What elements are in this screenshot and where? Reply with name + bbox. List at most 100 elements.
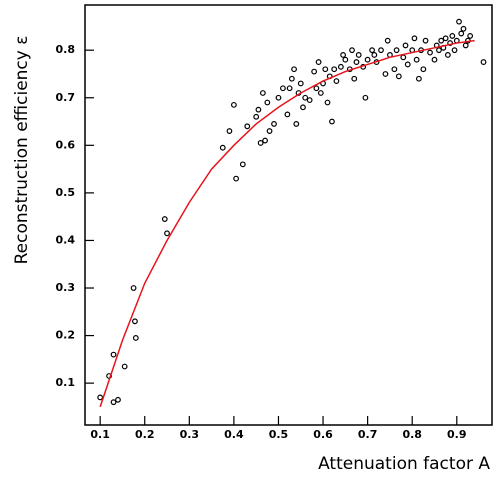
data-point: [300, 104, 306, 111]
data-point: [353, 59, 360, 65]
data-point: [456, 18, 462, 25]
data-point: [266, 128, 273, 134]
data-point: [415, 75, 422, 82]
data-point: [110, 351, 117, 358]
data-point: [384, 37, 391, 44]
data-point: [161, 216, 168, 222]
data-point: [355, 52, 362, 58]
data-point: [311, 68, 318, 75]
data-point: [393, 47, 400, 54]
x-tick-label: 0.5: [269, 428, 289, 441]
y-tick-label: 0.7: [56, 91, 76, 104]
data-point: [315, 59, 322, 65]
y-tick-label: 0.6: [56, 138, 76, 151]
data-point: [438, 37, 445, 44]
data-point: [264, 99, 271, 106]
data-point: [411, 35, 418, 42]
data-point: [427, 49, 433, 56]
data-point: [404, 61, 411, 68]
data-point: [219, 144, 226, 151]
data-point: [391, 66, 398, 73]
data-point: [382, 71, 389, 77]
data-point: [255, 106, 262, 113]
data-point: [121, 363, 128, 370]
data-point: [291, 66, 297, 73]
x-tick-label: 0.8: [402, 428, 422, 441]
data-point: [413, 56, 420, 63]
data-point: [462, 42, 469, 49]
data-point: [280, 85, 286, 92]
data-point: [329, 118, 335, 125]
data-point: [322, 66, 329, 73]
data-point: [451, 47, 458, 54]
data-point: [402, 42, 409, 49]
data-point: [460, 25, 467, 32]
data-point: [420, 66, 427, 73]
data-point: [480, 59, 487, 65]
data-point: [364, 56, 371, 63]
y-tick-label: 0.4: [56, 233, 76, 246]
data-point: [337, 63, 344, 70]
data-point: [313, 85, 320, 92]
data-point: [342, 56, 349, 63]
data-point: [331, 66, 338, 73]
y-tick-label: 0.5: [56, 186, 76, 199]
data-point: [333, 78, 340, 85]
data-point: [130, 285, 137, 291]
data-point: [362, 94, 369, 101]
x-tick-label: 0.4: [224, 428, 244, 441]
data-point: [288, 75, 295, 82]
x-tick-label: 0.6: [313, 428, 333, 441]
data-point: [306, 97, 313, 104]
x-tick-label: 0.2: [135, 428, 155, 441]
data-point: [253, 113, 260, 120]
data-point: [230, 101, 237, 108]
data-point: [275, 94, 282, 101]
data-point: [317, 90, 324, 96]
data-point: [271, 121, 277, 127]
data-point: [436, 47, 442, 54]
data-point: [259, 90, 266, 96]
x-tick-label: 0.7: [358, 428, 378, 441]
data-point: [302, 94, 309, 101]
data-point: [371, 52, 378, 58]
data-point: [239, 161, 246, 168]
data-point: [97, 394, 104, 401]
data-point: [297, 80, 304, 87]
data-point: [442, 35, 449, 42]
y-tick-label: 0.2: [56, 329, 76, 342]
data-point: [244, 123, 251, 130]
data-point: [132, 335, 139, 341]
y-tick-label: 0.3: [56, 281, 76, 294]
data-point: [458, 30, 465, 37]
y-tick-label: 0.8: [56, 43, 76, 56]
data-point: [262, 137, 268, 144]
data-point: [395, 73, 402, 80]
data-point: [324, 99, 331, 106]
data-point: [444, 52, 451, 58]
data-point: [431, 56, 438, 63]
data-point: [378, 47, 384, 54]
data-point: [449, 33, 456, 39]
y-axis-label: Reconstruction efficiency ε: [12, 36, 32, 265]
data-point: [351, 75, 358, 82]
data-point: [257, 140, 264, 146]
data-point: [110, 399, 117, 406]
x-axis-label: Attenuation factor A: [318, 454, 490, 474]
plot-frame: [84, 4, 493, 426]
x-tick-label: 0.1: [90, 428, 110, 441]
data-point: [349, 47, 355, 54]
y-tick-label: 0.1: [56, 376, 76, 389]
x-tick-label: 0.9: [447, 428, 467, 441]
data-point: [226, 128, 233, 134]
data-point: [422, 37, 429, 44]
data-point: [400, 54, 407, 61]
data-point: [115, 396, 121, 403]
data-point: [293, 121, 300, 127]
data-point: [164, 230, 170, 237]
fit-curve: [99, 39, 475, 408]
data-point: [467, 33, 474, 39]
data-point: [340, 52, 347, 58]
